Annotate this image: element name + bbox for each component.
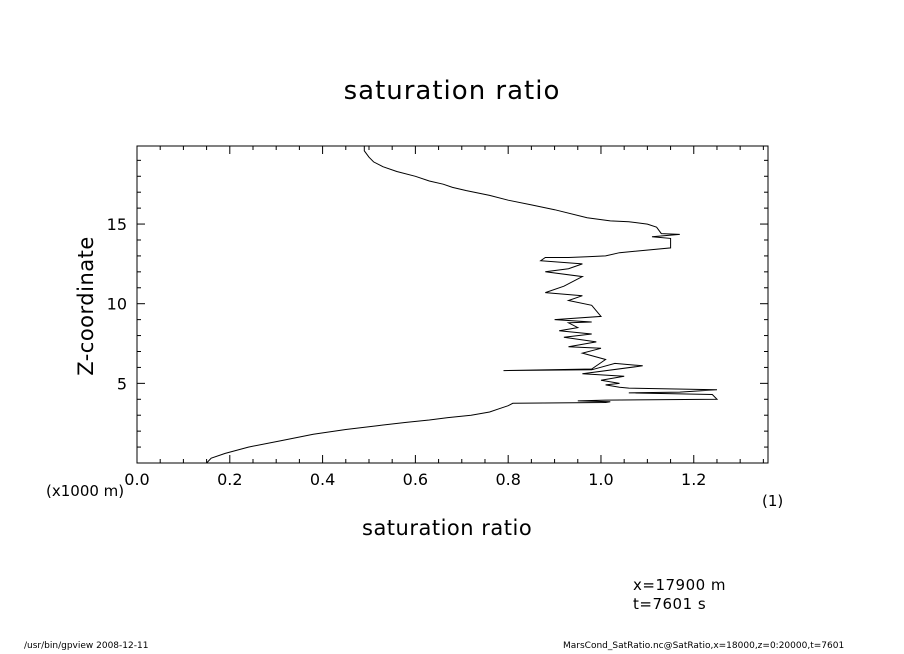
x-tick-label: 0.8	[495, 470, 520, 489]
y-tick-label: 10	[107, 295, 127, 314]
x-tick-label: 0.6	[403, 470, 428, 489]
footer-program: /usr/bin/gpview 2008-12-11	[24, 641, 149, 651]
x-tick-label: 1.0	[588, 470, 613, 489]
x-tick-label: 0.4	[310, 470, 335, 489]
axis-ticks	[136, 146, 768, 463]
chart-title: saturation ratio	[343, 76, 561, 106]
series-line	[206, 146, 719, 464]
x-tick-label: 1.2	[681, 470, 706, 489]
x-tick-label: 0.2	[217, 470, 242, 489]
footer-source: MarsCond_SatRatio.nc@SatRatio,x=18000,z=…	[563, 641, 845, 651]
x-position-annotation: x=17900 m	[633, 576, 727, 594]
x-axis-label: saturation ratio	[362, 516, 533, 540]
x-tick-label: 0.0	[124, 470, 149, 489]
y-tick-label: 5	[117, 374, 127, 393]
y-tick-labels: 5 10 15	[107, 215, 127, 393]
time-annotation: t=7601 s	[633, 595, 707, 613]
x-tick-labels: 0.0 0.2 0.4 0.6 0.8 1.0 1.2	[124, 470, 706, 489]
y-tick-label: 15	[107, 215, 127, 234]
plot-frame	[136, 145, 769, 464]
y-axis-label: Z-coordinate	[74, 236, 98, 376]
y-unit-label: (x1000 m)	[46, 482, 125, 500]
x-unit-label: (1)	[762, 492, 784, 510]
